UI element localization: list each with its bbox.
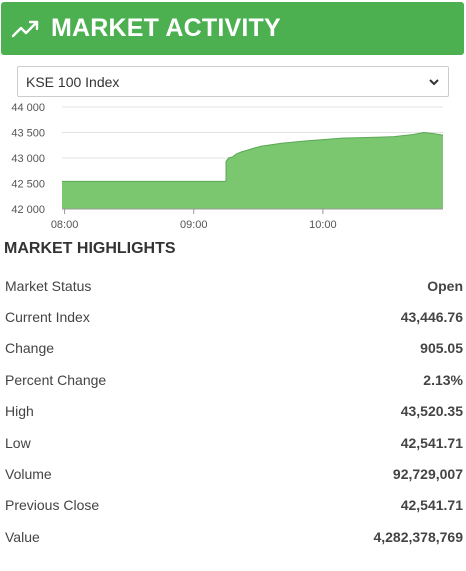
y-tick-label: 42 000 bbox=[11, 204, 45, 216]
volume-label: Volume bbox=[5, 466, 52, 483]
high-label: High bbox=[5, 403, 34, 420]
highlights-table: Market Status Open Current Index 43,446.76… bbox=[5, 270, 463, 553]
market-activity-header: MARKET ACTIVITY bbox=[1, 2, 464, 55]
table-row: Current Index 43,446.76 bbox=[5, 301, 463, 332]
table-row: Value 4,282,378,769 bbox=[5, 521, 463, 552]
current-index-value: 43,446.76 bbox=[400, 309, 463, 326]
change-label: Change bbox=[5, 340, 55, 357]
index-area-series bbox=[62, 132, 443, 209]
previous-close-value: 42,541.71 bbox=[400, 497, 463, 514]
table-row: Market Status Open bbox=[5, 270, 463, 301]
high-value: 43,520.35 bbox=[400, 403, 463, 420]
table-row: Previous Close 42,541.71 bbox=[5, 490, 463, 521]
y-tick-label: 44 000 bbox=[11, 102, 45, 114]
y-tick-label: 43 000 bbox=[11, 153, 45, 165]
volume-value: 92,729,007 bbox=[392, 466, 463, 483]
page-title: MARKET ACTIVITY bbox=[51, 14, 281, 42]
value-label: Value bbox=[5, 528, 40, 545]
percent-change-label: Percent Change bbox=[5, 371, 107, 388]
table-row: Low 42,541.71 bbox=[5, 427, 463, 458]
table-row: Change 905.05 bbox=[5, 333, 463, 364]
index-line-series bbox=[62, 131, 444, 182]
previous-close-label: Previous Close bbox=[5, 497, 100, 514]
low-label: Low bbox=[5, 434, 31, 451]
market-highlights-title: MARKET HIGHLIGHTS bbox=[4, 240, 176, 257]
market-status-label: Market Status bbox=[5, 277, 92, 294]
index-chart: 44 000 43 500 43 000 42 500 42 000 08:00 09:00… bbox=[11, 102, 444, 231]
percent-change-value: 2.13% bbox=[423, 371, 463, 388]
market-status-value: Open bbox=[427, 277, 463, 294]
x-tick-label: 08:00 bbox=[51, 219, 79, 231]
change-value: 905.05 bbox=[420, 340, 463, 357]
trending-up-icon bbox=[11, 18, 43, 40]
value-value: 4,282,378,769 bbox=[373, 528, 463, 545]
table-row: Volume 92,729,007 bbox=[5, 458, 463, 489]
low-value: 42,541.71 bbox=[400, 434, 463, 451]
x-tick-label: 09:00 bbox=[180, 219, 208, 231]
current-index-label: Current Index bbox=[5, 309, 90, 326]
index-select-value: KSE 100 Index bbox=[26, 73, 120, 90]
index-select[interactable]: KSE 100 Index bbox=[17, 66, 449, 97]
x-tick-label: 10:00 bbox=[309, 219, 337, 231]
y-tick-label: 43 500 bbox=[11, 128, 45, 140]
y-tick-label: 42 500 bbox=[11, 179, 45, 191]
table-row: Percent Change 2.13% bbox=[5, 364, 463, 395]
chevron-down-icon bbox=[428, 76, 440, 88]
table-row: High 43,520.35 bbox=[5, 396, 463, 427]
